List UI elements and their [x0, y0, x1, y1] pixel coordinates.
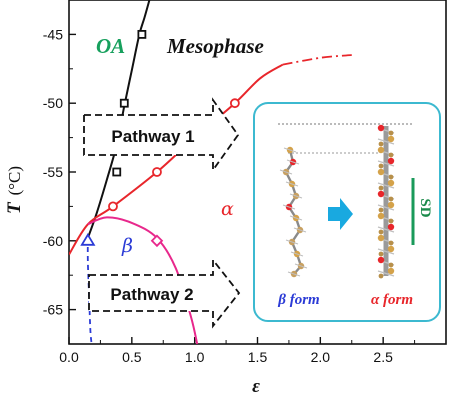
beta-bond	[289, 215, 303, 221]
alpha-atom	[377, 124, 385, 132]
alpha-atom	[387, 157, 395, 165]
alpha-atom	[378, 251, 384, 257]
alpha-atom	[377, 212, 385, 220]
x-tick-label-3: 1.5	[248, 349, 268, 365]
y-tick-label-3: -60	[43, 233, 63, 249]
beta-bond	[286, 159, 300, 165]
alpha-atom	[378, 207, 384, 213]
alpha-atom	[378, 185, 384, 191]
alpha-atom	[387, 201, 395, 209]
alpha-atom	[378, 141, 384, 147]
svg-text:T (°C): T (°C)	[4, 166, 25, 214]
alpha-atom	[377, 234, 385, 242]
series-0-point-2	[137, 29, 147, 39]
alpha-bond	[377, 138, 395, 145]
series-1-point-0	[108, 201, 118, 212]
series-1-line	[69, 63, 284, 256]
label-alpha: α	[221, 198, 234, 220]
label-oa: OA	[96, 34, 125, 58]
alpha-atom	[388, 174, 394, 180]
x-tick-label-4: 2.0	[311, 349, 331, 365]
series-1-point-2	[229, 98, 240, 109]
beta-bond	[282, 204, 296, 210]
x-axis-ticks: 0.0 0.5 1.0 1.5 2.0 2.5	[59, 337, 416, 365]
sd-label: SD	[417, 198, 433, 217]
beta-bond	[294, 263, 308, 269]
alpha-bond	[377, 160, 395, 167]
beta-bond	[279, 169, 293, 175]
alpha-form-label: α form	[371, 292, 413, 308]
y-axis-title: T (°C)	[4, 166, 25, 214]
alpha-atom	[377, 146, 385, 154]
alpha-bond	[377, 182, 395, 189]
label-beta: β	[121, 235, 133, 257]
series-2-point-0	[150, 234, 164, 248]
y-tick-label-2: -55	[43, 164, 63, 180]
y-tick-label-4: -65	[43, 302, 63, 318]
inset-panel: SD β form α form	[253, 102, 441, 322]
alpha-atom	[377, 190, 385, 198]
pathway-2-label: Pathway 2	[110, 285, 193, 304]
pathway-2-arrow: Pathway 2	[88, 257, 241, 329]
y-axis-symbol: T	[4, 201, 25, 214]
beta-bond	[289, 193, 303, 199]
alpha-atom	[378, 273, 384, 279]
y-axis-ticks: -45 -50 -55 -60 -65	[43, 0, 76, 345]
x-tick-label-1: 0.5	[122, 349, 142, 365]
alpha-atom	[387, 179, 395, 187]
alpha-bond	[377, 270, 395, 277]
x-tick-label-5: 2.5	[373, 349, 393, 365]
alpha-atom	[388, 240, 394, 246]
alpha-atom	[388, 262, 394, 268]
alpha-atom	[388, 130, 394, 136]
y-tick-label-0: -45	[43, 26, 63, 42]
series-1-point-1	[152, 167, 162, 177]
beta-bond	[283, 147, 297, 153]
alpha-atom	[388, 218, 394, 224]
label-mesophase: Mesophase	[166, 34, 264, 58]
beta-bond	[293, 227, 307, 233]
alpha-atom	[388, 152, 394, 158]
alpha-atom	[377, 168, 385, 176]
alpha-atom	[378, 163, 384, 169]
x-axis-title: ε	[252, 376, 260, 397]
alpha-bond	[377, 204, 395, 211]
alpha-bond	[377, 226, 395, 233]
pathway-1-arrow: Pathway 1	[83, 97, 240, 173]
y-axis-unit: (°C)	[5, 166, 24, 195]
x-tick-label-0: 0.0	[59, 349, 79, 365]
series-0-point-1	[119, 98, 129, 108]
alpha-atom	[387, 267, 395, 275]
alpha-form-molecule	[377, 124, 395, 279]
beta-bond	[290, 251, 304, 257]
x-tick-label-2: 1.0	[185, 349, 205, 365]
alpha-atom	[378, 229, 384, 235]
alpha-bond	[377, 248, 395, 255]
alpha-atom	[387, 223, 395, 231]
alpha-atom	[388, 196, 394, 202]
series-3-point-0	[80, 233, 96, 246]
beta-bond	[285, 181, 299, 187]
beta-form-label: β form	[277, 292, 319, 308]
pathway-1-label: Pathway 1	[111, 127, 194, 146]
beta-bond	[285, 239, 299, 245]
y-tick-label-1: -50	[43, 95, 63, 111]
series-1-dashed-line	[282, 54, 352, 66]
beta-bond	[287, 271, 301, 277]
beta-form-molecule	[279, 146, 308, 278]
alpha-atom	[387, 135, 395, 143]
series-0-point-0	[112, 167, 122, 177]
alpha-atom	[377, 256, 385, 264]
transform-arrow	[328, 198, 353, 230]
alpha-atom	[387, 245, 395, 253]
